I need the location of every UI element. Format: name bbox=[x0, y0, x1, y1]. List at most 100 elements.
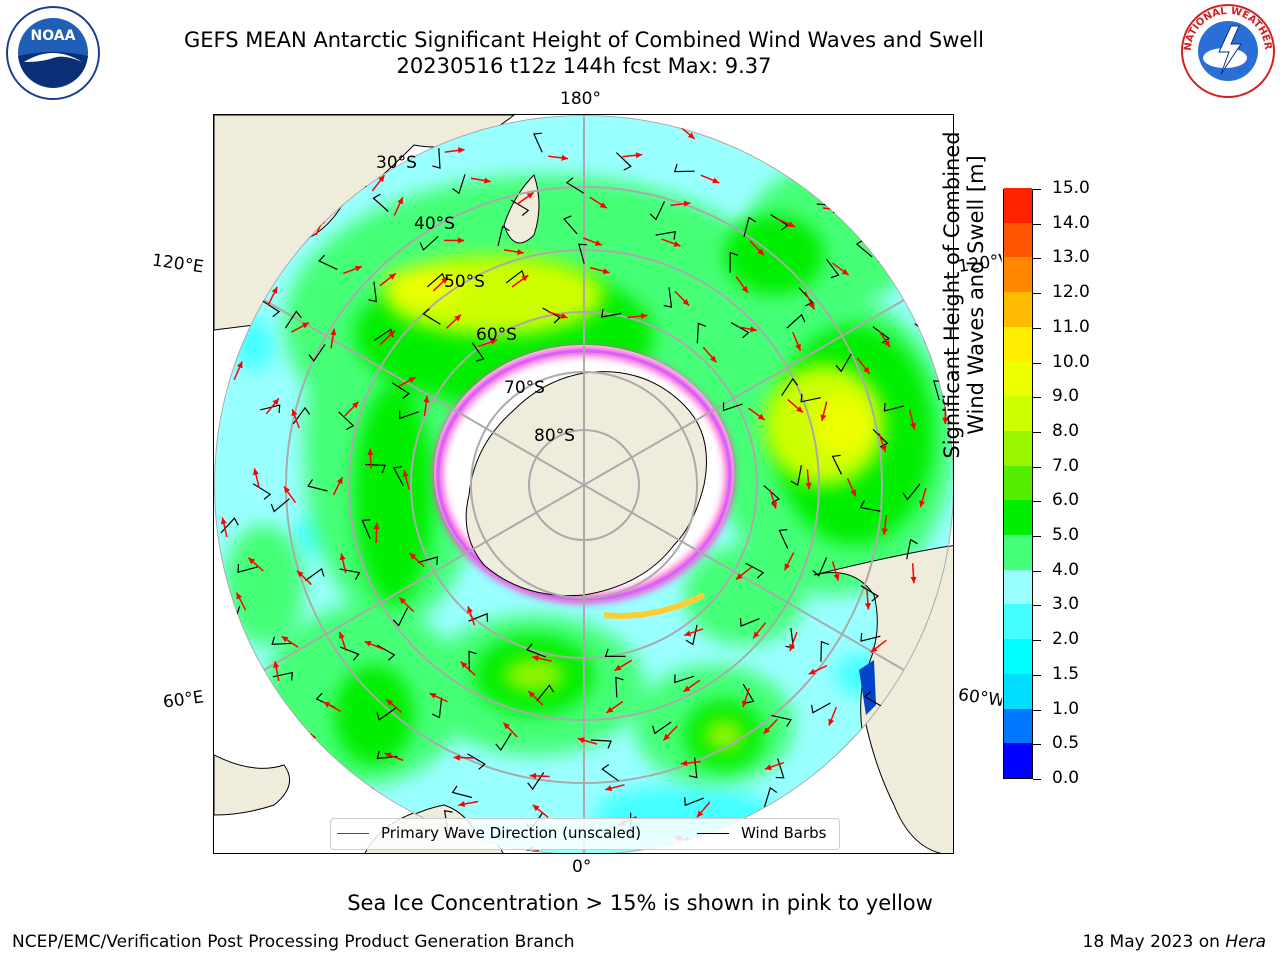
wave-arrow bbox=[820, 401, 828, 422]
colorbar-tick bbox=[1033, 536, 1041, 538]
wave-arrow bbox=[759, 152, 780, 159]
wave-arrow bbox=[408, 552, 425, 568]
wave-arrow bbox=[253, 468, 260, 488]
footer-credit: NCEP/EMC/Verification Post Processing Pr… bbox=[12, 932, 575, 952]
wave-arrow bbox=[364, 640, 384, 650]
colorbar-tick-label: 9.0 bbox=[1052, 386, 1080, 407]
wind-barb bbox=[399, 410, 419, 420]
wave-arrow bbox=[577, 737, 598, 745]
wind-barb bbox=[542, 307, 562, 324]
colorbar-segment bbox=[1004, 430, 1032, 466]
wind-barb bbox=[872, 326, 890, 344]
lat-label-60: 60°S bbox=[476, 325, 517, 345]
colorbar-segment bbox=[1004, 361, 1032, 397]
wind-barb bbox=[578, 243, 587, 264]
wind-barb bbox=[417, 556, 438, 566]
wave-arrow bbox=[393, 196, 404, 216]
wave-arrow bbox=[919, 487, 927, 508]
colorbar-tick bbox=[1033, 744, 1041, 746]
wind-barb bbox=[422, 308, 441, 325]
wind-barb bbox=[368, 281, 378, 303]
wind-barb bbox=[742, 683, 755, 704]
wind-barb bbox=[271, 636, 293, 646]
wind-barb bbox=[663, 287, 673, 308]
colorbar-tick bbox=[1033, 397, 1041, 399]
wave-arrow bbox=[700, 174, 720, 184]
wave-arrow bbox=[467, 606, 476, 626]
wind-barb bbox=[790, 465, 802, 486]
colorbar-segment bbox=[1004, 187, 1032, 223]
colorbar-tick-label: 11.0 bbox=[1052, 316, 1090, 337]
wind-barb bbox=[391, 382, 410, 399]
wave-arrow bbox=[864, 589, 871, 610]
wind-barb bbox=[827, 766, 837, 788]
colorbar-segment bbox=[1004, 708, 1032, 744]
wave-arrow bbox=[235, 592, 247, 611]
colorbar-tick bbox=[1033, 223, 1041, 225]
wind-barb bbox=[688, 757, 698, 779]
wind-barb bbox=[372, 193, 389, 212]
wave-arrow bbox=[267, 286, 278, 306]
wave-arrow bbox=[322, 701, 342, 713]
wind-barb bbox=[376, 750, 398, 760]
wind-barb bbox=[743, 216, 757, 238]
colorbar-segment bbox=[1004, 465, 1032, 501]
wind-barb bbox=[859, 500, 881, 512]
colorbar-segment bbox=[1004, 256, 1032, 293]
wind-barb bbox=[730, 322, 750, 339]
wind-barb bbox=[810, 702, 831, 714]
wave-arrow bbox=[829, 770, 840, 790]
wave-arrow bbox=[371, 174, 386, 192]
wind-barb bbox=[495, 732, 512, 752]
wind-barb bbox=[672, 115, 681, 123]
lat-labels: 30°S 40°S 50°S 60°S 70°S 80°S bbox=[376, 153, 575, 446]
wind-barb bbox=[601, 309, 622, 318]
colorbar-label-line1: Significant Height of Combined bbox=[940, 131, 964, 459]
colorbar-tick bbox=[1033, 327, 1041, 329]
wind-barb bbox=[722, 402, 743, 412]
colorbar-tick bbox=[1033, 570, 1041, 572]
colorbar-tick-label: 5.0 bbox=[1052, 525, 1080, 546]
map-panel[interactable]: 30°S 40°S 50°S 60°S 70°S 80°S bbox=[213, 114, 954, 854]
wave-arrow bbox=[942, 404, 949, 425]
nws-logo-icon: NATIONAL WEATHER SERVICE bbox=[1179, 2, 1275, 98]
wave-arrow bbox=[458, 800, 479, 807]
wave-arrow bbox=[661, 238, 681, 247]
wave-arrow bbox=[783, 552, 795, 571]
wind-barb bbox=[527, 772, 545, 791]
wave-arrow bbox=[762, 718, 778, 735]
wave-arrow bbox=[344, 401, 360, 417]
colorbar-tick bbox=[1033, 640, 1041, 642]
wind-barb bbox=[786, 313, 806, 329]
wind-barb bbox=[673, 163, 695, 173]
wave-arrow bbox=[808, 665, 828, 675]
wave-arrow bbox=[590, 266, 610, 275]
colorbar-tick bbox=[1033, 709, 1041, 711]
wave-arrow bbox=[379, 330, 396, 345]
colorbar-tick-label: 8.0 bbox=[1052, 420, 1080, 441]
colorbar-segment bbox=[1004, 291, 1032, 327]
wave-arrow bbox=[752, 622, 767, 639]
colorbar-tick bbox=[1033, 466, 1041, 468]
wave-arrow bbox=[605, 784, 625, 792]
wind-barb bbox=[860, 585, 880, 602]
wave-arrow bbox=[735, 276, 749, 294]
barb-line-icon bbox=[697, 833, 729, 834]
colorbar-tick bbox=[1033, 501, 1041, 503]
wind-barb bbox=[655, 230, 677, 240]
wind-barb bbox=[902, 483, 921, 501]
wave-arrow bbox=[846, 477, 857, 497]
colorbar-segment bbox=[1004, 673, 1032, 709]
wave-arrow bbox=[373, 522, 380, 543]
wind-barb bbox=[361, 519, 371, 540]
wave-arrow bbox=[748, 407, 766, 421]
wind-barb bbox=[452, 174, 466, 195]
wind-barb bbox=[684, 797, 705, 807]
wave-line-icon bbox=[337, 833, 369, 834]
wave-arrow bbox=[339, 631, 347, 652]
colorbar-tick-label: 0.0 bbox=[1052, 768, 1080, 788]
wave-arrow bbox=[622, 152, 643, 159]
wave-arrow bbox=[273, 661, 280, 681]
wind-barb bbox=[739, 618, 760, 627]
polar-map: 30°S 40°S 50°S 60°S 70°S 80°S bbox=[214, 115, 953, 853]
